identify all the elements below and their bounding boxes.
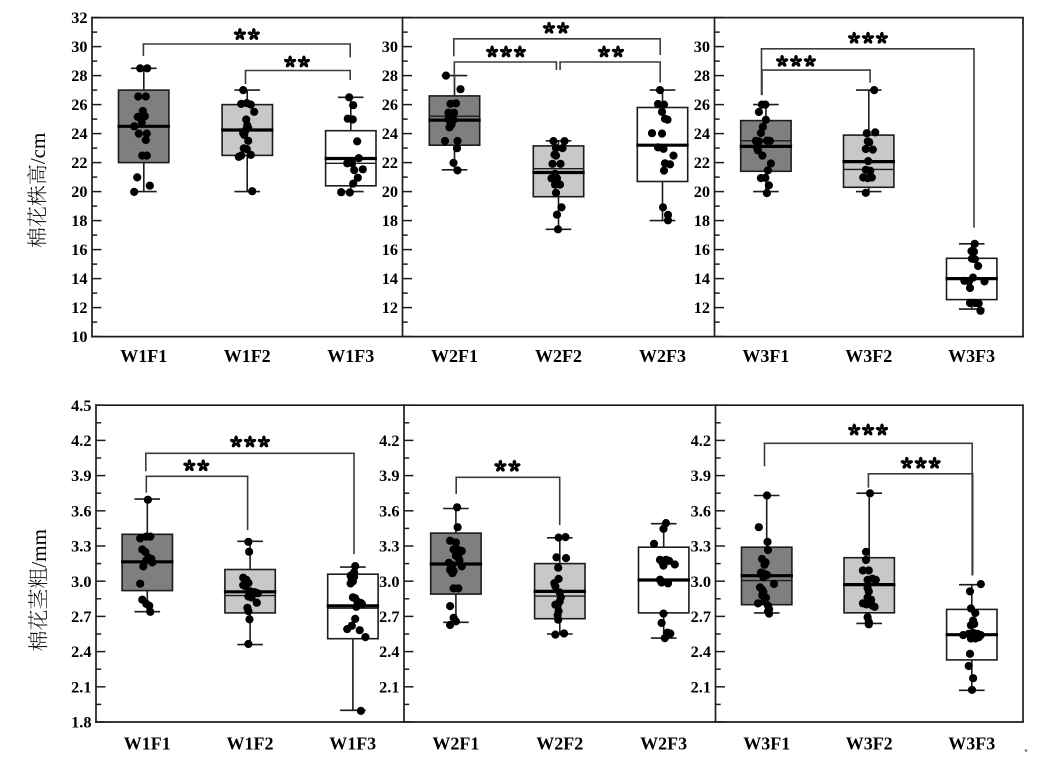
svg-text:3.9: 3.9 xyxy=(379,466,399,485)
svg-text:16: 16 xyxy=(694,240,710,259)
svg-text:3.6: 3.6 xyxy=(71,501,91,520)
svg-text:1.8: 1.8 xyxy=(71,713,91,732)
svg-text:30: 30 xyxy=(71,37,87,56)
svg-text:W1F1: W1F1 xyxy=(120,346,167,366)
svg-text:30: 30 xyxy=(694,37,710,56)
svg-text:W2F1: W2F1 xyxy=(432,734,479,754)
svg-text:3.6: 3.6 xyxy=(379,501,399,520)
svg-text:W2F3: W2F3 xyxy=(639,346,686,366)
svg-text:W2F2: W2F2 xyxy=(536,734,583,754)
svg-text:16: 16 xyxy=(382,240,398,259)
svg-text:3.9: 3.9 xyxy=(691,466,711,485)
svg-text:W3F3: W3F3 xyxy=(948,734,995,754)
svg-text:12: 12 xyxy=(694,298,710,317)
svg-text:2.7: 2.7 xyxy=(379,607,399,626)
svg-text:14: 14 xyxy=(382,269,398,288)
svg-text:W1F2: W1F2 xyxy=(224,346,271,366)
svg-text:4.2: 4.2 xyxy=(379,431,399,450)
svg-text:24: 24 xyxy=(694,124,710,143)
svg-text:20: 20 xyxy=(382,182,398,201)
svg-text:W3F2: W3F2 xyxy=(845,346,892,366)
svg-text:4.2: 4.2 xyxy=(691,431,711,450)
svg-text:22: 22 xyxy=(71,153,87,172)
svg-text:28: 28 xyxy=(694,66,710,85)
svg-text:10: 10 xyxy=(71,327,87,346)
svg-text:3.6: 3.6 xyxy=(691,501,711,520)
svg-text:3.3: 3.3 xyxy=(691,537,711,556)
svg-text:W2F2: W2F2 xyxy=(535,346,582,366)
svg-text:3.3: 3.3 xyxy=(379,537,399,556)
svg-text:20: 20 xyxy=(694,182,710,201)
svg-text:W3F1: W3F1 xyxy=(743,734,790,754)
svg-text:18: 18 xyxy=(382,211,398,230)
svg-text:14: 14 xyxy=(694,269,710,288)
svg-text:2.4: 2.4 xyxy=(379,642,399,661)
svg-text:3.0: 3.0 xyxy=(71,572,91,591)
svg-text:18: 18 xyxy=(71,211,87,230)
svg-text:W1F3: W1F3 xyxy=(327,346,374,366)
svg-text:W3F1: W3F1 xyxy=(742,346,789,366)
svg-text:3.0: 3.0 xyxy=(691,572,711,591)
svg-text:2.7: 2.7 xyxy=(691,607,711,626)
svg-text:18: 18 xyxy=(694,211,710,230)
svg-text:22: 22 xyxy=(382,153,398,172)
svg-text:W1F1: W1F1 xyxy=(124,734,171,754)
svg-text:W2F1: W2F1 xyxy=(431,346,478,366)
svg-text:2.4: 2.4 xyxy=(691,642,711,661)
svg-text:W2F3: W2F3 xyxy=(640,734,687,754)
svg-text:4.5: 4.5 xyxy=(71,396,91,415)
svg-text:4.2: 4.2 xyxy=(71,431,91,450)
svg-text:32: 32 xyxy=(71,8,87,27)
svg-text:2.7: 2.7 xyxy=(71,607,91,626)
svg-text:/mm: /mm xyxy=(27,529,51,568)
svg-text:26: 26 xyxy=(694,95,710,114)
svg-text:16: 16 xyxy=(71,240,87,259)
svg-text:2.1: 2.1 xyxy=(691,677,711,696)
svg-text:12: 12 xyxy=(382,298,398,317)
svg-text:26: 26 xyxy=(382,95,398,114)
svg-text:W3F3: W3F3 xyxy=(948,346,995,366)
svg-text:12: 12 xyxy=(71,298,87,317)
svg-text:28: 28 xyxy=(382,66,398,85)
svg-text:26: 26 xyxy=(71,95,87,114)
svg-text:3.9: 3.9 xyxy=(71,466,91,485)
svg-text:30: 30 xyxy=(382,37,398,56)
svg-text:24: 24 xyxy=(71,124,87,143)
svg-text:W3F2: W3F2 xyxy=(846,734,893,754)
svg-text:20: 20 xyxy=(71,182,87,201)
svg-text:2.1: 2.1 xyxy=(71,677,91,696)
svg-text:14: 14 xyxy=(71,269,87,288)
svg-text:3.3: 3.3 xyxy=(71,537,91,556)
svg-text:W1F2: W1F2 xyxy=(227,734,274,754)
svg-text:W1F3: W1F3 xyxy=(329,734,376,754)
svg-text:3.0: 3.0 xyxy=(379,572,399,591)
svg-text:2.1: 2.1 xyxy=(379,677,399,696)
svg-text:2.4: 2.4 xyxy=(71,642,91,661)
svg-text:22: 22 xyxy=(694,153,710,172)
svg-text:24: 24 xyxy=(382,124,398,143)
svg-text:28: 28 xyxy=(71,66,87,85)
svg-text:/cm: /cm xyxy=(26,133,50,165)
